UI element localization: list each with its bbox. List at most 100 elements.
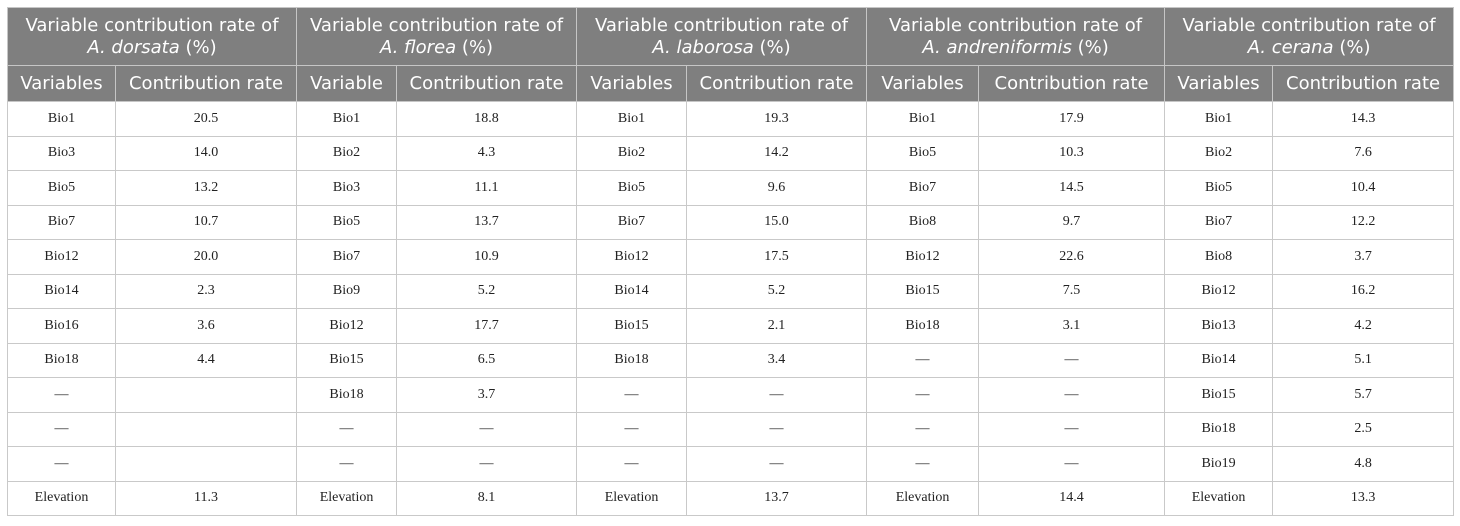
rate-cell: 7.6 [1272, 135, 1455, 171]
variable-cell: Bio1 [7, 101, 116, 137]
variable-cell: Bio7 [576, 204, 688, 240]
rate-cell: 13.7 [396, 204, 578, 240]
variable-cell: Bio14 [7, 273, 116, 309]
rate-cell: — [396, 411, 578, 447]
variable-cell: Bio18 [576, 342, 688, 378]
contribution-rate-header: Contribution rate [114, 65, 298, 102]
rate-cell: 4.2 [1272, 308, 1455, 344]
variable-cell: Bio15 [866, 273, 980, 309]
variable-cell: Bio2 [1164, 135, 1274, 171]
group-title-suffix: (%) [456, 36, 494, 58]
rate-cell: 3.1 [978, 308, 1166, 344]
rate-cell: 2.5 [1272, 411, 1455, 447]
variable-cell: — [576, 446, 688, 482]
table-row: — Bio18 3.7— — — — Bio15 5.7 [7, 377, 1455, 413]
rate-cell: 22.6 [978, 239, 1166, 275]
species-name: A. cerana [1247, 36, 1334, 58]
rate-cell: 5.1 [1272, 342, 1455, 378]
variable-cell: — [866, 377, 980, 413]
variables-header: Variable [296, 65, 398, 102]
variable-cell: Bio13 [1164, 308, 1274, 344]
variable-cell: — [296, 446, 398, 482]
variable-cell: — [576, 377, 688, 413]
rate-cell [114, 411, 298, 447]
group-title-suffix: (%) [753, 36, 791, 58]
table-row: Bio1 20.5 Bio1 18.8 Bio1 19.3 Bio1 17.9 Bio1 14.3 [7, 101, 1455, 137]
variable-cell: Bio1 [1164, 101, 1274, 137]
rate-cell: — [978, 446, 1166, 482]
rate-cell: 9.6 [686, 170, 868, 206]
variables-header: Variables [1164, 65, 1274, 102]
rate-cell: 15.0 [686, 204, 868, 240]
variable-cell: Elevation [7, 480, 116, 516]
rate-cell: 4.8 [1272, 446, 1455, 482]
variable-cell: — [296, 411, 398, 447]
rate-cell: 18.8 [396, 101, 578, 137]
variable-cell: Bio19 [1164, 446, 1274, 482]
rate-cell: 14.3 [1272, 101, 1455, 137]
group-title: Variable contribution rate of A. andrenif… [866, 7, 1166, 66]
rate-cell: 10.3 [978, 135, 1166, 171]
rate-cell: 13.7 [686, 480, 868, 516]
group-title-prefix: Variable contribution rate of [1182, 14, 1436, 36]
rate-cell: 4.4 [114, 342, 298, 378]
group-title-prefix: Variable contribution rate of [889, 14, 1143, 36]
rate-cell: 7.5 [978, 273, 1166, 309]
variable-cell: Elevation [576, 480, 688, 516]
rate-cell: 3.4 [686, 342, 868, 378]
variable-cell: — [7, 377, 116, 413]
table-row: Bio5 13.2 Bio3 11.1 Bio5 9.6 Bio7 14.5 Bio5 10.4 [7, 170, 1455, 206]
rate-cell: 5.7 [1272, 377, 1455, 413]
rate-cell: 8.1 [396, 480, 578, 516]
species-name: A. florea [379, 36, 457, 58]
variable-cell: Bio14 [1164, 342, 1274, 378]
variables-header: Variables [866, 65, 980, 102]
table-body: Bio1 20.5 Bio1 18.8 Bio1 19.3 Bio1 17.9 Bio1 14.3… [7, 101, 1455, 516]
variable-cell: — [866, 411, 980, 447]
contribution-rate-header: Contribution rate [978, 65, 1166, 102]
table-row: Bio16 3.6 Bio12 17.7 Bio15 2.1 Bio18 3.1 Bio13 4.… [7, 308, 1455, 344]
variable-cell: Bio8 [1164, 239, 1274, 275]
variable-cell: Bio2 [576, 135, 688, 171]
variable-cell: Bio12 [7, 239, 116, 275]
variable-cell: Bio15 [576, 308, 688, 344]
rate-cell: 10.4 [1272, 170, 1455, 206]
variable-cell: Bio1 [576, 101, 688, 137]
species-name: A. laborosa [652, 36, 754, 58]
variable-cell: Bio1 [866, 101, 980, 137]
rate-cell: 3.7 [396, 377, 578, 413]
variable-cell: Bio12 [576, 239, 688, 275]
rate-cell: — [978, 411, 1166, 447]
rate-cell: 17.5 [686, 239, 868, 275]
variable-cell: Elevation [866, 480, 980, 516]
variable-cell: Bio9 [296, 273, 398, 309]
variable-cell: Elevation [296, 480, 398, 516]
column-header-row: Variables Contribution rate Variable Contri… [7, 65, 1455, 102]
group-title: Variable contribution rate of A. cerana (… [1164, 7, 1455, 66]
rate-cell: 14.5 [978, 170, 1166, 206]
variable-cell: Bio14 [576, 273, 688, 309]
rate-cell [114, 377, 298, 413]
contribution-rate-header: Contribution rate [1272, 65, 1455, 102]
rate-cell: 9.7 [978, 204, 1166, 240]
group-title-row: Variable contribution rate of A. dorsata … [6, 7, 1455, 66]
variables-header: Variables [7, 65, 116, 102]
table-row: Bio12 20.0 Bio7 10.9 Bio12 17.5 Bio12 22.6 Bio8 3… [7, 239, 1455, 275]
variable-cell: Bio2 [296, 135, 398, 171]
variable-cell: Bio12 [1164, 273, 1274, 309]
variable-cell: Bio12 [866, 239, 980, 275]
rate-cell: — [978, 377, 1166, 413]
variable-cell: Bio16 [7, 308, 116, 344]
variable-cell: Bio8 [866, 204, 980, 240]
variable-cell: Bio5 [296, 204, 398, 240]
variable-cell: Bio5 [866, 135, 980, 171]
rate-cell: 5.2 [686, 273, 868, 309]
variable-cell: Bio15 [296, 342, 398, 378]
variable-cell: — [576, 411, 688, 447]
rate-cell: 17.7 [396, 308, 578, 344]
contribution-rate-header: Contribution rate [686, 65, 868, 102]
group-title-prefix: Variable contribution rate of [310, 14, 564, 36]
variable-cell: Elevation [1164, 480, 1274, 516]
rate-cell: 17.9 [978, 101, 1166, 137]
variable-cell: — [7, 411, 116, 447]
